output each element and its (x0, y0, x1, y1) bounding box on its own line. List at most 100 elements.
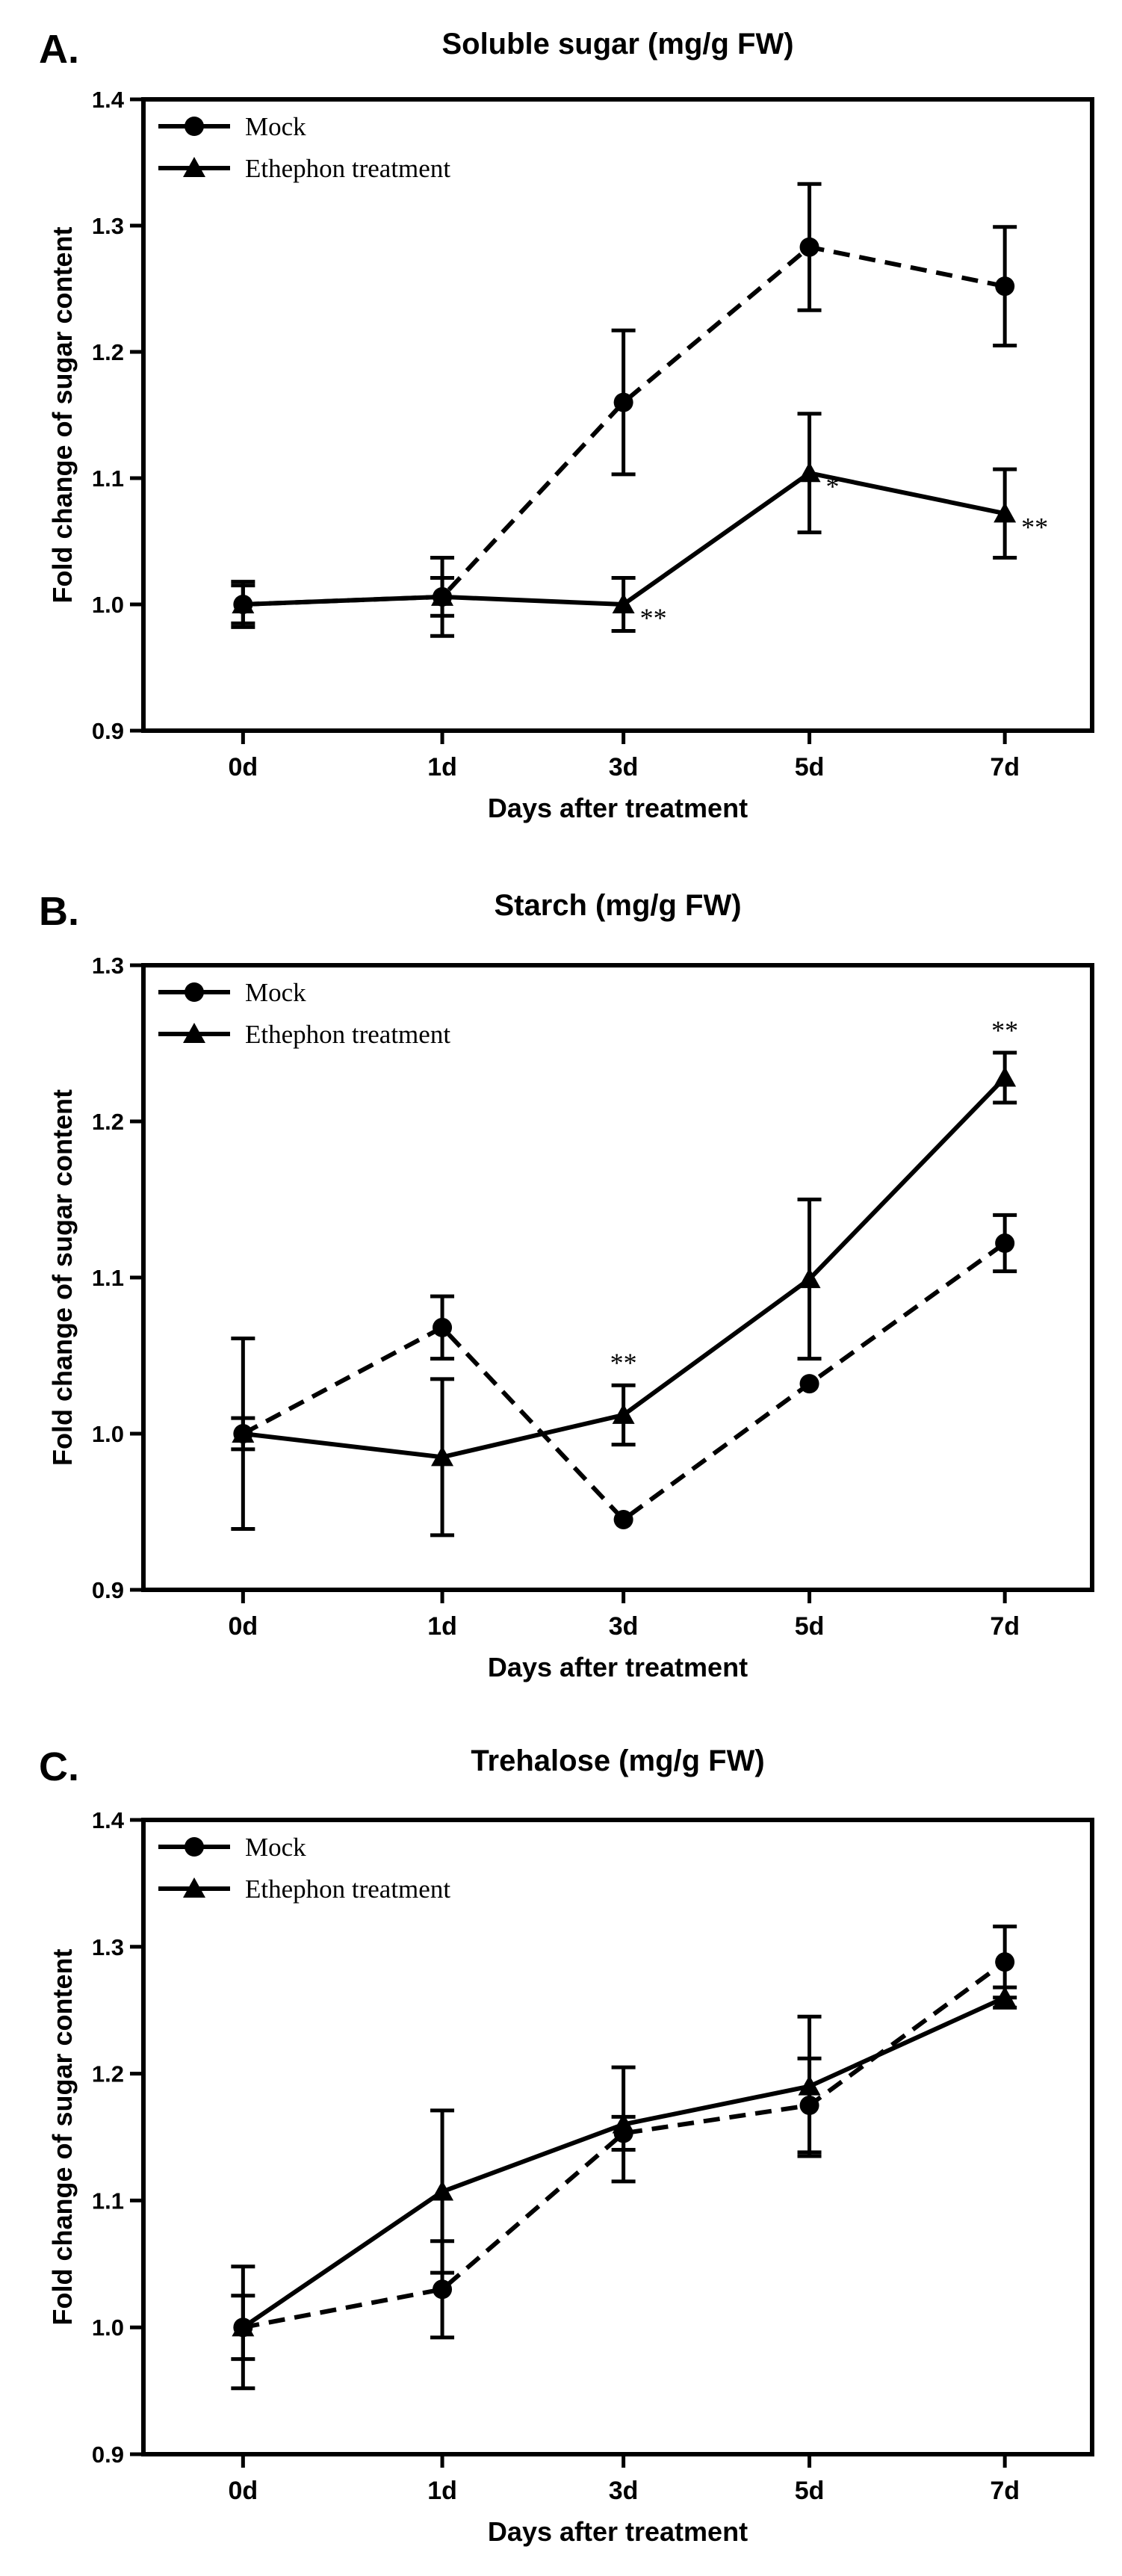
y-tick-label: 1.1 (92, 465, 124, 492)
x-tick-label: 1d (427, 1612, 457, 1641)
x-axis-label: Days after treatment (488, 1652, 748, 1682)
y-tick-label: 1.4 (92, 87, 125, 113)
x-tick-label: 7d (990, 2477, 1020, 2505)
data-point-ethephon (994, 502, 1017, 523)
legend-label-ethephon: Ethephon treatment (245, 1874, 450, 1904)
x-tick-label: 0d (229, 2477, 258, 2505)
chart-panel-1: A. Soluble sugar (mg/g FW) 0.9 1.0 1.1 1.2 1.3… (39, 27, 1094, 823)
y-tick-label: 1.3 (92, 213, 124, 239)
chart-title: Starch (mg/g FW) (494, 889, 741, 922)
data-point-ethephon (798, 2075, 821, 2096)
significance-label: * (826, 471, 840, 501)
legend-marker-mock (185, 982, 204, 1002)
legend: Mock Ethephon treatment (158, 978, 450, 1049)
x-tick-label: 3d (609, 2477, 639, 2505)
legend-label-mock: Mock (245, 978, 306, 1007)
x-axis-label: Days after treatment (488, 793, 748, 823)
y-tick-label: 1.3 (92, 953, 124, 979)
data-point-ethephon (612, 1403, 635, 1424)
y-tick-label: 1.2 (92, 2061, 124, 2087)
plot-frame (141, 1818, 1094, 2456)
data-point-mock (995, 1952, 1015, 1972)
legend-label-mock: Mock (245, 112, 306, 141)
y-axis-label: Fold change of sugar content (47, 226, 78, 603)
y-tick-label: 1.2 (92, 339, 124, 365)
plot-frame (141, 97, 1094, 733)
significance-label: ** (1021, 512, 1048, 542)
y-tick-label: 1.0 (92, 2315, 124, 2341)
legend-marker-ethephon (183, 1023, 205, 1043)
data-point-ethephon (232, 593, 255, 613)
legend-label-ethephon: Ethephon treatment (245, 1020, 450, 1049)
data-point-mock (995, 276, 1015, 297)
x-tick-label: 1d (427, 753, 457, 781)
panel-letter: A. (39, 27, 79, 72)
data-point-ethephon (612, 2113, 635, 2134)
x-tick-label: 0d (229, 753, 258, 781)
data-point-mock (433, 2279, 453, 2300)
legend-marker-mock (185, 1837, 204, 1857)
x-axis-label: Days after treatment (488, 2516, 748, 2547)
series-ethephon: ***** (231, 412, 1048, 638)
panel-letter: C. (39, 1744, 79, 1789)
y-axis-label: Fold change of sugar content (47, 1089, 78, 1466)
chart-title: Trehalose (mg/g FW) (471, 1744, 764, 1777)
legend-marker-ethephon (183, 157, 205, 177)
series-mock (231, 182, 1017, 629)
legend: Mock Ethephon treatment (158, 112, 450, 183)
data-point-mock (613, 1509, 633, 1529)
x-tick-label: 3d (609, 1612, 639, 1641)
data-point-ethephon (431, 1446, 454, 1467)
legend-label-mock: Mock (245, 1833, 306, 1862)
x-tick-label: 5d (795, 1612, 825, 1641)
data-point-ethephon (798, 1268, 821, 1289)
series-ethephon: ** ** (231, 1015, 1018, 1538)
y-tick-label: 0.9 (92, 2442, 124, 2468)
panel-letter: B. (39, 889, 79, 934)
chart-panel-2: B. Starch (mg/g FW) 0.9 1.0 1.1 1.2 1.3 0d 1d 3d 5… (39, 889, 1094, 1682)
x-tick-label: 7d (990, 1612, 1020, 1641)
legend-label-ethephon: Ethephon treatment (245, 154, 450, 183)
chart-panel-3: C. Trehalose (mg/g FW) 0.9 1.0 1.1 1.2 1.3 1.4 0… (39, 1744, 1094, 2547)
legend: Mock Ethephon treatment (158, 1833, 450, 1904)
y-tick-label: 1.0 (92, 592, 124, 618)
y-tick-label: 1.1 (92, 2188, 124, 2214)
y-tick-label: 0.9 (92, 718, 124, 744)
data-point-ethephon (798, 462, 821, 483)
x-tick-label: 1d (427, 2477, 457, 2505)
legend-marker-mock (185, 117, 204, 136)
y-tick-label: 1.4 (92, 1807, 125, 1833)
x-tick-label: 5d (795, 2477, 825, 2505)
y-tick-label: 1.1 (92, 1265, 124, 1291)
data-point-ethephon (431, 2180, 454, 2201)
x-tick-label: 7d (990, 753, 1020, 781)
data-point-ethephon (232, 1422, 255, 1443)
significance-label: ** (991, 1015, 1018, 1045)
y-tick-label: 1.0 (92, 1421, 124, 1447)
data-point-ethephon (994, 1066, 1017, 1087)
x-tick-label: 3d (609, 753, 639, 781)
y-axis-label: Fold change of sugar content (47, 1948, 78, 2325)
data-point-ethephon (232, 2316, 255, 2337)
plot-frame (141, 963, 1094, 1592)
x-tick-label: 5d (795, 753, 825, 781)
data-point-ethephon (994, 1986, 1017, 2007)
chart-title: Soluble sugar (mg/g FW) (441, 28, 793, 61)
y-tick-label: 0.9 (92, 1577, 124, 1603)
data-point-ethephon (612, 593, 635, 613)
y-tick-label: 1.2 (92, 1109, 124, 1135)
data-point-mock (433, 1317, 453, 1337)
significance-label: ** (640, 603, 667, 633)
y-tick-label: 1.3 (92, 1934, 124, 1960)
significance-label: ** (610, 1348, 637, 1378)
data-point-ethephon (431, 585, 454, 606)
data-point-mock (613, 392, 633, 412)
x-tick-label: 0d (229, 1612, 258, 1641)
series-line (241, 1241, 1006, 1523)
legend-marker-ethephon (183, 1877, 205, 1898)
data-point-mock (799, 1374, 819, 1394)
data-point-mock (799, 237, 819, 257)
series-ethephon (231, 1985, 1017, 2362)
data-point-mock (995, 1233, 1015, 1254)
